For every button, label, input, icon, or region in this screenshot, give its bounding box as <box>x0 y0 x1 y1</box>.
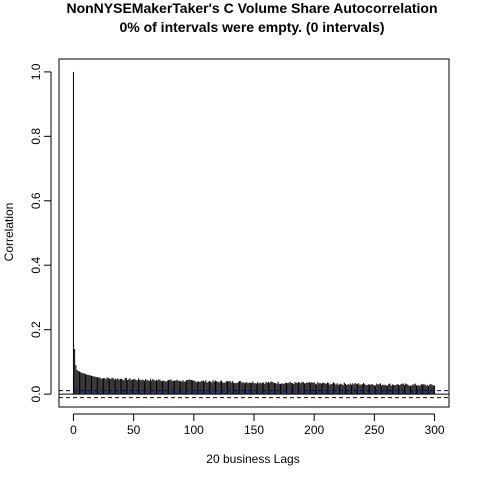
y-tick-label: 0.2 <box>29 321 43 338</box>
y-tick-label: 0.0 <box>29 385 43 402</box>
x-tick-label: 0 <box>70 423 77 437</box>
chart-subtitle: 0% of intervals were empty. (0 intervals… <box>119 19 384 35</box>
x-tick-label: 300 <box>425 423 445 437</box>
x-tick-label: 150 <box>244 423 264 437</box>
x-tick-label: 100 <box>184 423 204 437</box>
x-axis-label: 20 business Lags <box>206 452 299 466</box>
chart-title: NonNYSEMakerTaker's C Volume Share Autoc… <box>66 0 437 16</box>
x-tick-label: 250 <box>364 423 384 437</box>
y-tick-label: 0.6 <box>29 192 43 209</box>
plot-frame <box>58 58 450 408</box>
x-tick-label: 200 <box>304 423 324 437</box>
reference-lines <box>59 390 449 399</box>
y-tick-label: 1.0 <box>29 63 43 80</box>
x-tick-label: 50 <box>127 423 141 437</box>
acf-bars <box>72 71 436 395</box>
x-axis: 0 50 100 150 200 250 300 <box>70 413 445 437</box>
y-axis: 0.0 0.2 0.4 0.6 0.8 1.0 <box>29 63 52 402</box>
y-tick-label: 0.8 <box>29 128 43 145</box>
y-axis-label: Correlation <box>2 203 16 262</box>
y-tick-label: 0.4 <box>29 257 43 274</box>
